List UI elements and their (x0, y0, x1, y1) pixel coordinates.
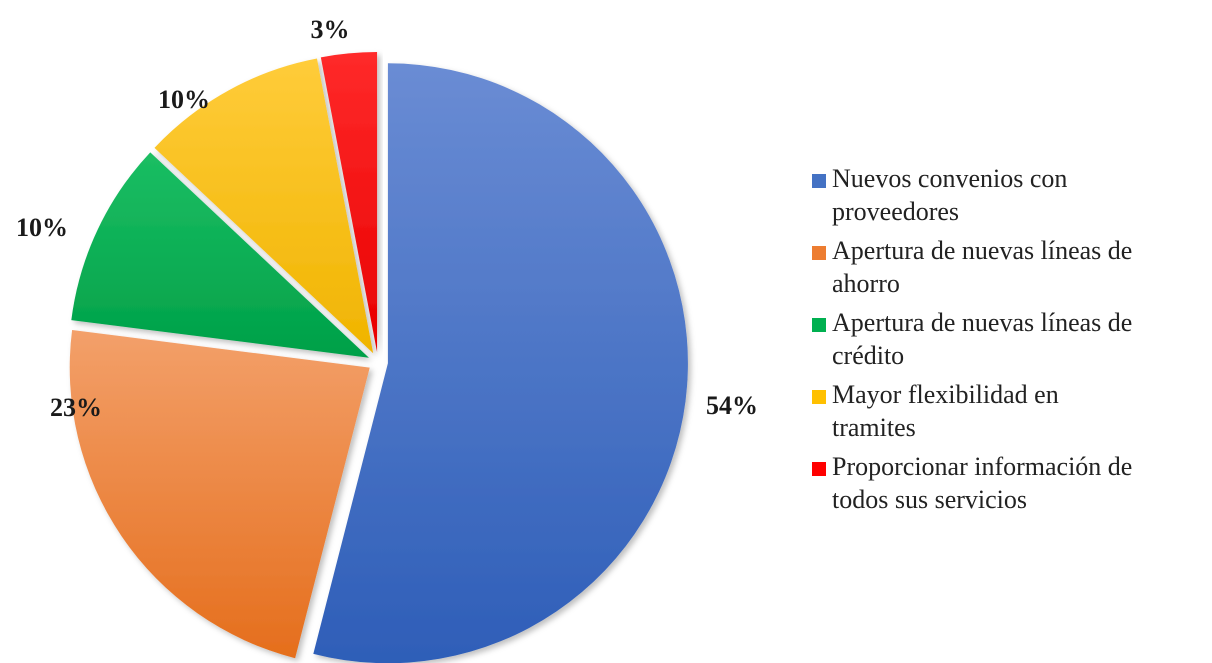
legend-swatch (812, 390, 826, 404)
pie-slice-2 (69, 330, 370, 659)
legend-label-line: Mayor flexibilidad en (832, 380, 1059, 409)
legend-label-line: proveedores (832, 197, 960, 226)
legend-label-line: tramites (832, 413, 916, 442)
legend-label: Apertura de nuevas líneas de crédito (832, 306, 1132, 372)
pie-slice-4 (154, 58, 374, 354)
legend-item-5: Proporcionar información de todos sus ser… (812, 450, 1204, 516)
legend-item-1: Nuevos convenios con proveedores (812, 162, 1204, 228)
data-label-1: 54% (706, 391, 758, 420)
data-label-2: 23% (50, 393, 102, 422)
data-label-5: 3% (311, 15, 350, 44)
pie-slice-1 (313, 63, 688, 663)
pie-chart: 54% 23% 10% 10% 3% (16, 15, 758, 663)
legend-swatch (812, 246, 826, 260)
pie-slice-5 (320, 52, 378, 353)
legend-label: Nuevos convenios con proveedores (832, 162, 1067, 228)
legend-label-line: crédito (832, 341, 905, 370)
legend-item-2: Apertura de nuevas líneas de ahorro (812, 234, 1204, 300)
legend-label-line: Apertura de nuevas líneas de (832, 236, 1133, 265)
pie-slice-3 (71, 152, 369, 358)
legend-label-line: todos sus servicios (832, 485, 1027, 514)
data-label-3: 10% (16, 213, 68, 242)
legend-item-3: Apertura de nuevas líneas de crédito (812, 306, 1204, 372)
legend-label: Apertura de nuevas líneas de ahorro (832, 234, 1132, 300)
legend-label-line: ahorro (832, 269, 900, 298)
legend-swatch (812, 174, 826, 188)
legend: Nuevos convenios con proveedores Apertura … (812, 162, 1204, 522)
legend-label-line: Proporcionar información de (832, 452, 1133, 481)
legend-label: Mayor flexibilidad en tramites (832, 378, 1059, 444)
legend-swatch (812, 462, 826, 476)
legend-swatch (812, 318, 826, 332)
legend-item-4: Mayor flexibilidad en tramites (812, 378, 1204, 444)
legend-label-line: Apertura de nuevas líneas de (832, 308, 1133, 337)
legend-label: Proporcionar información de todos sus ser… (832, 450, 1132, 516)
data-label-4: 10% (158, 85, 210, 114)
legend-label-line: Nuevos convenios con (832, 164, 1068, 193)
